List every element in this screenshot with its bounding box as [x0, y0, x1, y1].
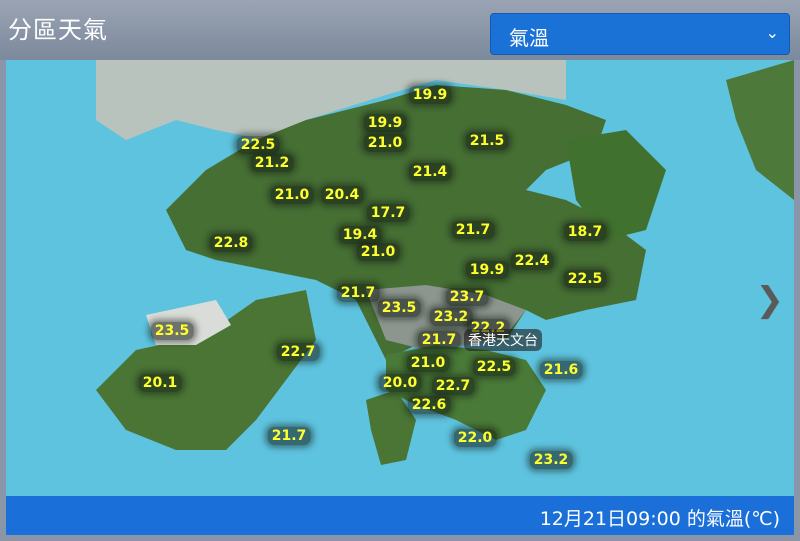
station-reading[interactable]: 23.7	[445, 288, 489, 306]
station-reading[interactable]: 22.7	[276, 343, 320, 361]
station-reading[interactable]: 19.9	[408, 86, 452, 104]
station-reading[interactable]: 22.8	[209, 234, 253, 252]
element-select[interactable]: 氣溫 ⌄	[490, 13, 790, 55]
station-reading[interactable]: 22.5	[563, 270, 607, 288]
sai-kung-peninsula	[566, 130, 666, 240]
station-reading[interactable]: 21.0	[270, 186, 314, 204]
station-reading[interactable]: 21.7	[451, 221, 495, 239]
station-reading[interactable]: 22.7	[431, 377, 475, 395]
eastern-islands	[726, 60, 794, 200]
station-reading[interactable]: 18.7	[563, 223, 607, 241]
caption-bar: 12月21日09:00 的氣溫(℃)	[6, 496, 794, 535]
lantau-island	[96, 290, 316, 450]
station-reading[interactable]: 23.5	[150, 322, 194, 340]
timestamp-caption: 12月21日09:00 的氣溫(℃)	[539, 508, 780, 530]
station-reading[interactable]: 20.1	[138, 374, 182, 392]
station-reading[interactable]: 21.4	[408, 163, 452, 181]
new-territories-land	[166, 85, 646, 360]
station-reading[interactable]: 21.7	[336, 284, 380, 302]
station-reading[interactable]: 21.0	[356, 243, 400, 261]
select-value: 氣溫	[509, 26, 549, 50]
station-reading[interactable]: 21.7	[417, 331, 461, 349]
chevron-right-icon[interactable]: ❯	[755, 280, 785, 320]
station-reading[interactable]: 20.0	[378, 374, 422, 392]
station-reading[interactable]: 19.9	[465, 261, 509, 279]
station-reading[interactable]: 19.4	[338, 226, 382, 244]
station-reading[interactable]: 23.2	[529, 451, 573, 469]
station-reading[interactable]: 21.0	[406, 354, 450, 372]
header-bar: 分區天氣 氣溫 ⌄	[0, 0, 800, 60]
station-reading[interactable]: 22.0	[453, 429, 497, 447]
station-reading[interactable]: 21.5	[465, 132, 509, 150]
station-reading[interactable]: 23.5	[377, 299, 421, 317]
station-reading[interactable]: 22.5	[236, 136, 280, 154]
station-reading[interactable]: 22.6	[407, 396, 451, 414]
station-reading[interactable]: 19.9	[363, 114, 407, 132]
station-reading[interactable]: 23.2	[429, 308, 473, 326]
station-reading[interactable]: 21.2	[250, 154, 294, 172]
station-reading[interactable]: 20.4	[320, 186, 364, 204]
station-reading[interactable]: 22.5	[472, 358, 516, 376]
station-reading[interactable]: 17.7	[366, 204, 410, 222]
station-reading[interactable]: 22.4	[510, 252, 554, 270]
station-reading[interactable]: 21.6	[539, 361, 583, 379]
page-title: 分區天氣	[8, 16, 108, 44]
chevron-down-icon: ⌄	[765, 23, 779, 42]
mainland-urban	[96, 60, 566, 140]
lamma-island	[366, 390, 416, 465]
regional-weather-map[interactable]: 19.9 19.9 21.0 22.5 21.2 21.5 21.4 21.0 …	[6, 60, 794, 496]
hko-landmark-label: 香港天文台	[464, 329, 542, 351]
station-reading[interactable]: 21.7	[267, 427, 311, 445]
station-reading[interactable]: 21.0	[363, 134, 407, 152]
